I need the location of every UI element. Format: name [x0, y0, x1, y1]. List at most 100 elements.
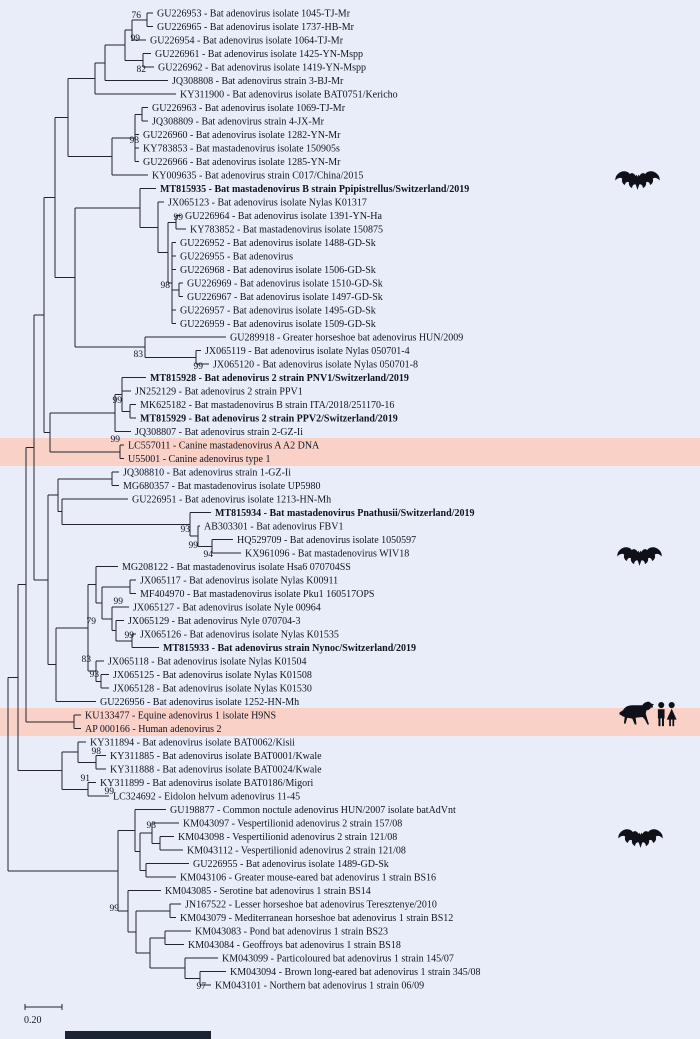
bootstrap-value: 97 [197, 982, 207, 992]
scale-bar: 0.20 [24, 1004, 63, 1026]
taxon-label: GU226966 - Bat adenovirus isolate 1285-Y… [143, 157, 341, 168]
taxon-label: KY311900 - Bat adenovirus isolate BAT075… [180, 90, 398, 101]
taxon-label: MT815935 - Bat mastadenovirus B strain P… [160, 184, 469, 195]
bootstrap-value: 98 [92, 747, 102, 757]
taxon-label: KM043106 - Greater mouse-eared bat adeno… [180, 873, 436, 884]
taxon-label: JX065128 - Bat adenovirus isolate Nylas … [113, 684, 312, 695]
bootstrap-value: 91 [81, 774, 91, 784]
bootstrap-value: 99 [174, 213, 184, 223]
bootstrap-value: 76 [132, 11, 142, 21]
taxon-label: MK625182 - Bat mastadenovirus B strain I… [140, 400, 394, 411]
taxon-label: MT815928 - Bat adenovirus 2 strain PNV1/… [150, 373, 409, 384]
taxon-label: KY311899 - Bat adenovirus isolate BAT018… [100, 778, 313, 789]
taxon-label: LC324692 - Eidolon helvum adenovirus 11-… [113, 792, 300, 803]
taxon-label: JQ308809 - Bat adenovirus strain 4-JX-Mr [152, 117, 325, 128]
taxon-label: GU226959 - Bat adenovirus isolate 1509-G… [180, 319, 376, 330]
taxon-label: JN167522 - Lesser horseshoe bat adenovir… [185, 900, 437, 911]
bootstrap-value: 99 [110, 904, 120, 914]
taxon-label: JX065118 - Bat adenovirus isolate Nylas … [108, 657, 307, 668]
taxon-label: MG680357 - Bat mastadenovirus isolate UP… [123, 481, 320, 492]
taxon-label: KM043085 - Serotine bat adenovirus 1 str… [165, 886, 371, 897]
taxon-label: HQ529709 - Bat adenovirus isolate 105059… [237, 535, 416, 546]
taxon-label: GU226964 - Bat adenovirus isolate 1391-Y… [185, 211, 382, 222]
bootstrap-value: 99 [111, 435, 121, 445]
bootstrap-value: 94 [204, 550, 214, 560]
taxon-label: GU226953 - Bat adenovirus isolate 1045-T… [157, 9, 351, 20]
taxon-label: GU226969 - Bat adenovirus isolate 1510-G… [187, 279, 383, 290]
taxon-label: MF404970 - Bat mastadenovirus isolate Pk… [140, 589, 374, 600]
taxon-label: LC557011 - Canine mastadenovirus A A2 DN… [128, 441, 320, 452]
taxon-label: MT815933 - Bat adenovirus strain Nynoc/S… [163, 643, 416, 654]
taxon-label: KM043098 - Vespertilionid adenovirus 2 s… [178, 832, 397, 843]
bootstrap-value: 98 [130, 136, 140, 146]
taxon-label: JX065127 - Bat adenovirus isolate Nyle 0… [133, 603, 321, 614]
bootstrap-value: 98 [161, 281, 171, 291]
taxon-label: MG208122 - Bat mastadenovirus isolate Hs… [122, 562, 351, 573]
bootstrap-value: 99 [194, 362, 204, 372]
bootstrap-value: 83 [134, 350, 144, 360]
taxon-label: GU226957 - Bat adenovirus isolate 1495-G… [180, 306, 376, 317]
taxon-label: GU226951 - Bat adenovirus isolate 1213-H… [132, 495, 331, 506]
taxon-label: JX065117 - Bat adenovirus isolate Nylas … [140, 576, 338, 587]
taxon-label: KM043079 - Mediterranean horseshoe bat a… [180, 913, 453, 924]
taxon-label: KY783853 - Bat mastadenovirus isolate 15… [143, 144, 340, 155]
taxon-label: JX065120 - Bat adenovirus isolate Nylas … [213, 360, 418, 371]
taxon-label: KM043084 - Geoffroys bat adenovirus 1 st… [188, 940, 401, 951]
taxon-label: U55001 - Canine adenovirus type 1 [128, 454, 270, 465]
taxon-label: KX961096 - Bat mastadenovirus WIV18 [245, 549, 409, 560]
taxon-label: GU226960 - Bat adenovirus isolate 1282-Y… [143, 130, 341, 141]
bat-icon [617, 547, 662, 566]
taxon-label: JQ308807 - Bat adenovirus strain 2-GZ-Ii [135, 427, 303, 438]
bootstrap-value: 93 [90, 670, 100, 680]
taxon-label: KY783852 - Bat mastadenovirus isolate 15… [190, 225, 383, 236]
taxon-label: GU226962 - Bat adenovirus isolate 1419-Y… [158, 63, 366, 74]
bootstrap-value: 82 [137, 65, 147, 75]
bootstrap-value: 79 [87, 617, 97, 627]
taxon-label: MT815934 - Bat mastadenovirus Pnathusii/… [215, 508, 474, 519]
taxon-label: GU226954 - Bat adenovirus isolate 1064-T… [150, 36, 344, 47]
taxon-label: MT815929 - Bat adenovirus 2 strain PPV2/… [140, 414, 398, 425]
taxon-label: JN252129 - Bat adenovirus 2 strain PPV1 [135, 387, 303, 398]
taxon-label: KM043112 - Vespertilionid adenovirus 2 s… [187, 846, 406, 857]
taxon-label: KM043099 - Particoloured bat adenovirus … [222, 954, 454, 965]
taxon-label: KY311888 - Bat adenovirus isolate BAT002… [110, 765, 322, 776]
taxon-label: GU226955 - Bat adenovirus [180, 252, 293, 263]
highlight-band [0, 708, 700, 736]
taxon-label: GU226955 - Bat adenovirus isolate 1489-G… [193, 859, 389, 870]
bootstrap-value: 99 [114, 597, 124, 607]
scale-bar-label: 0.20 [24, 1015, 42, 1026]
taxon-label: JQ308810 - Bat adenovirus strain 1-GZ-Ii [123, 468, 291, 479]
taxon-label: JX065123 - Bat adenovirus isolate Nylas … [168, 198, 367, 209]
taxon-label: AP 000166 - Human adenovirus 2 [85, 724, 222, 735]
taxon-label: GU226968 - Bat adenovirus isolate 1506-G… [180, 265, 376, 276]
bootstrap-value: 99 [125, 631, 135, 641]
bat-icon [615, 171, 660, 190]
taxon-label: KM043083 - Pond bat adenovirus 1 strain … [195, 927, 388, 938]
taxon-label: JX065126 - Bat adenovirus isolate Nylas … [140, 630, 339, 641]
people-icon [657, 702, 677, 727]
taxon-label: KY311885 - Bat adenovirus isolate BAT000… [110, 751, 322, 762]
taxon-label: GU226956 - Bat adenovirus isolate 1252-H… [100, 697, 299, 708]
taxon-label: GU226952 - Bat adenovirus isolate 1488-G… [180, 238, 376, 249]
taxon-label: GU226961 - Bat adenovirus isolate 1425-Y… [155, 49, 363, 60]
taxon-label: GU226963 - Bat adenovirus isolate 1069-T… [152, 103, 346, 114]
bottom-bar [65, 1031, 211, 1039]
bootstrap-value: 93 [147, 821, 157, 831]
bootstrap-value: 99 [105, 787, 115, 797]
taxon-label: GU198877 - Common noctule adenovirus HUN… [170, 805, 456, 816]
taxon-label: JX065125 - Bat adenovirus isolate Nylas … [113, 670, 312, 681]
bat-icon [618, 829, 663, 848]
horse-icon [619, 701, 655, 725]
taxon-label: GU226965 - Bat adenovirus isolate 1737-H… [157, 22, 355, 33]
taxon-label: KM043101 - Northern bat adenovirus 1 str… [215, 981, 424, 992]
taxon-label: AB303301 - Bat adenovirus FBV1 [204, 522, 343, 533]
bootstrap-value: 83 [82, 655, 92, 665]
taxon-label: KU133477 - Equine adenovirus 1 isolate H… [85, 711, 276, 722]
taxon-label: JQ308808 - Bat adenovirus strain 3-BJ-Mr [172, 76, 344, 87]
taxon-label: GU289918 - Greater horseshoe bat adenovi… [230, 333, 463, 344]
taxon-label: KY009635 - Bat adenovirus strain C017/Ch… [152, 171, 363, 182]
taxon-label: GU226967 - Bat adenovirus isolate 1497-G… [187, 292, 383, 303]
taxon-label: JX065119 - Bat adenovirus isolate Nylas … [205, 346, 410, 357]
